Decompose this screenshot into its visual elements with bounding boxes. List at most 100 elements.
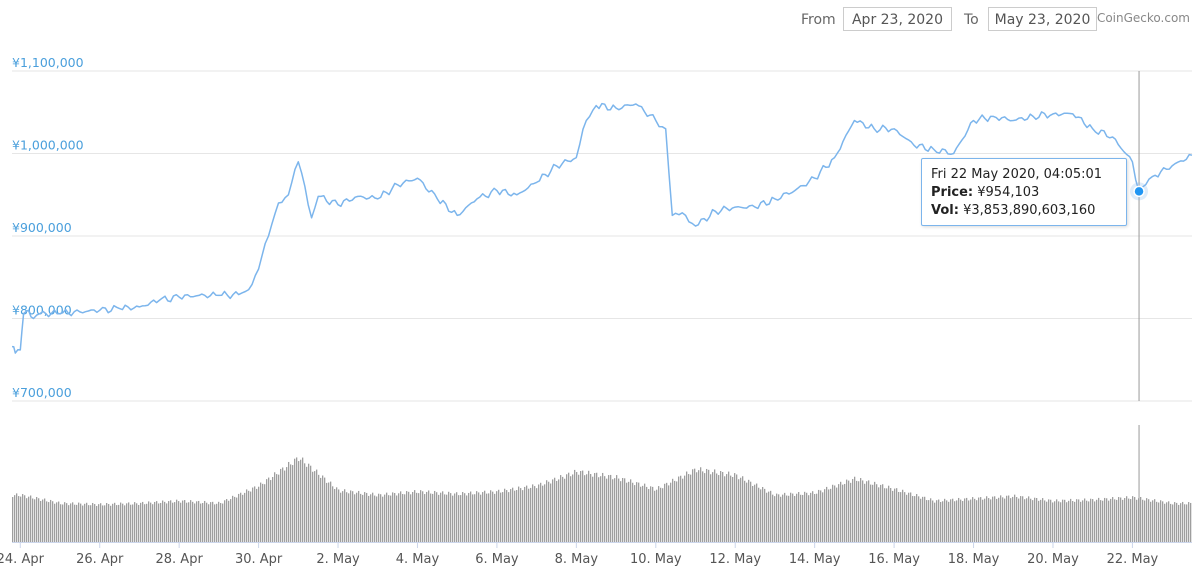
volume-bar <box>872 484 874 542</box>
volume-bar <box>658 486 660 542</box>
volume-bar <box>38 498 40 542</box>
volume-bar <box>972 497 974 542</box>
volume-bar <box>866 481 868 542</box>
volume-bar <box>680 475 682 542</box>
volume-bar <box>530 487 532 542</box>
volume-bar <box>1168 501 1170 542</box>
volume-bar <box>910 492 912 542</box>
volume-bar <box>1052 502 1054 542</box>
x-tick-label: 16. May <box>868 552 920 567</box>
volume-bar <box>320 477 322 542</box>
volume-bar <box>694 468 696 542</box>
volume-bar <box>208 504 210 542</box>
volume-bar <box>1114 499 1116 542</box>
volume-bar <box>348 493 350 542</box>
volume-bar <box>846 479 848 542</box>
volume-bar <box>276 474 278 542</box>
volume-bar <box>164 501 166 542</box>
volume-bar <box>798 492 800 542</box>
volume-bar <box>1072 501 1074 542</box>
volume-bar <box>594 473 596 542</box>
volume-bar <box>1058 501 1060 542</box>
to-date-input[interactable]: May 23, 2020 <box>988 7 1097 31</box>
volume-bar <box>186 502 188 542</box>
volume-bar <box>1148 499 1150 542</box>
volume-bar <box>256 488 258 542</box>
volume-bar <box>700 467 702 542</box>
volume-bar <box>360 493 362 542</box>
volume-bar <box>292 465 294 542</box>
volume-bar <box>1044 500 1046 542</box>
volume-bar <box>230 499 232 542</box>
volume-bar <box>670 482 672 542</box>
volume-bar <box>776 493 778 542</box>
tooltip-price-label: Price: <box>931 185 974 200</box>
volume-bar <box>686 471 688 542</box>
volume-bar <box>14 495 16 542</box>
volume-bar <box>36 496 38 542</box>
volume-bar <box>380 494 382 542</box>
volume-bar <box>308 463 310 542</box>
volume-bar <box>612 479 614 542</box>
volume-bar <box>726 474 728 542</box>
volume-bar <box>478 492 480 542</box>
volume-bar <box>672 478 674 542</box>
volume-bar <box>204 500 206 542</box>
volume-bar <box>824 489 826 542</box>
volume-bar <box>240 492 242 542</box>
volume-bar <box>840 481 842 542</box>
y-tick-label: ¥1,100,000 <box>12 55 84 70</box>
volume-bar <box>426 491 428 542</box>
volume-bar <box>318 474 320 542</box>
volume-bar <box>736 474 738 542</box>
volume-bar <box>1134 497 1136 542</box>
volume-bar <box>480 494 482 542</box>
volume-bar <box>228 500 230 542</box>
volume-bar <box>714 469 716 542</box>
volume-bar <box>878 487 880 542</box>
volume-bar <box>526 485 528 542</box>
volume-bar <box>518 486 520 542</box>
volume-bar <box>78 502 80 542</box>
volume-bar <box>960 499 962 542</box>
volume-bar <box>420 490 422 542</box>
volume-bar <box>372 492 374 542</box>
volume-bar <box>392 492 394 542</box>
volume-bar <box>326 482 328 542</box>
volume-bar <box>568 472 570 542</box>
volume-bar <box>54 503 56 542</box>
volume-bar <box>324 477 326 542</box>
volume-bar <box>524 486 526 542</box>
volume-bar <box>1164 503 1166 542</box>
x-tick-label: 22. May <box>1107 552 1159 567</box>
volume-bar <box>12 497 14 542</box>
credit-link[interactable]: CoinGecko.com <box>1096 11 1190 25</box>
volume-bar <box>1094 501 1096 542</box>
volume-bar <box>516 489 518 542</box>
volume-bar <box>796 493 798 542</box>
volume-bar <box>634 485 636 542</box>
volume-bar <box>94 504 96 542</box>
volume-bar <box>874 481 876 542</box>
volume-bar <box>22 494 24 542</box>
volume-bar <box>1156 501 1158 542</box>
volume-bar <box>48 502 50 542</box>
volume-bar <box>932 500 934 542</box>
volume-bar <box>1024 499 1026 542</box>
volume-bar <box>952 498 954 542</box>
volume-bar <box>382 496 384 542</box>
from-date-input[interactable]: Apr 23, 2020 <box>843 7 952 31</box>
volume-bar <box>1092 499 1094 542</box>
volume-bar <box>974 498 976 542</box>
volume-bar <box>554 477 556 542</box>
volume-bar <box>1120 497 1122 542</box>
volume-bar <box>1080 501 1082 542</box>
volume-bar <box>254 486 256 542</box>
volume-bar <box>586 474 588 542</box>
volume-bar <box>108 504 110 542</box>
y-tick-label: ¥800,000 <box>12 303 72 318</box>
volume-bar <box>90 505 92 542</box>
volume-bar <box>1152 500 1154 542</box>
volume-bar <box>580 471 582 542</box>
volume-bar <box>858 481 860 542</box>
